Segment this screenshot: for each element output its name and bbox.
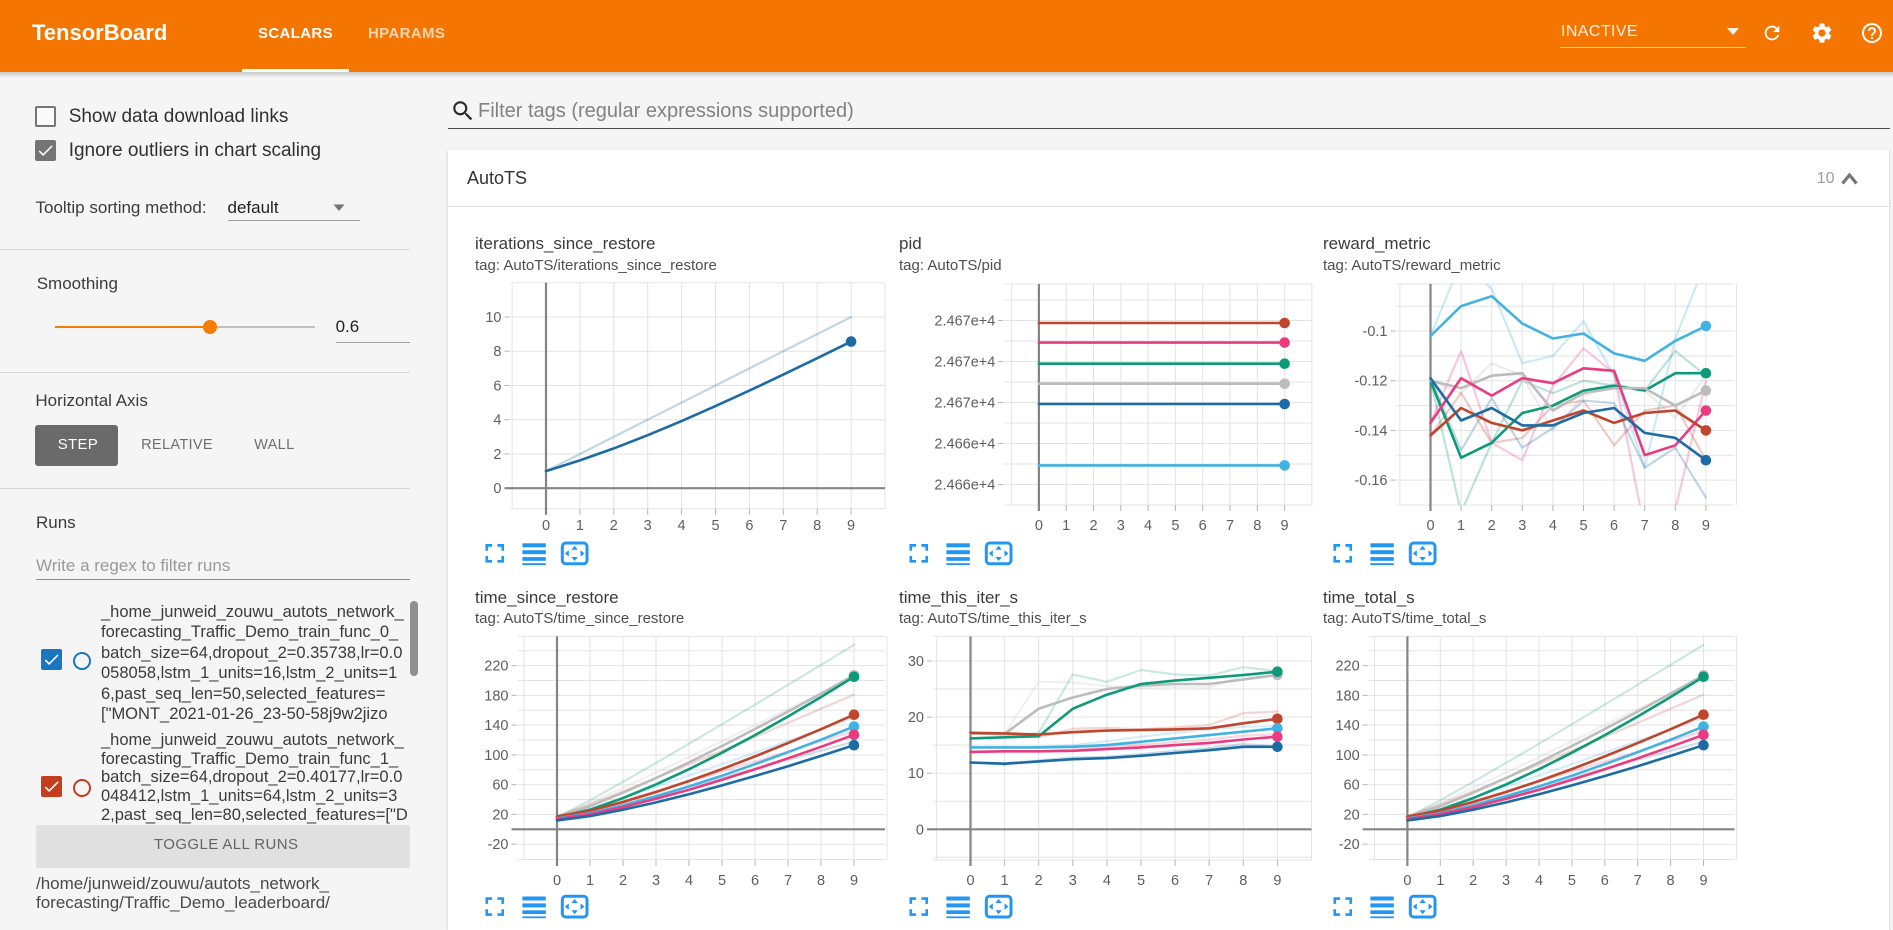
svg-text:1: 1 [1457,518,1465,534]
svg-text:3: 3 [643,518,651,534]
svg-text:8: 8 [1666,873,1674,889]
svg-text:6: 6 [750,873,758,889]
svg-text:0: 0 [915,822,923,838]
svg-text:-0.16: -0.16 [1354,473,1387,489]
svg-text:-0.14: -0.14 [1354,423,1387,439]
svg-text:-20: -20 [487,837,508,853]
svg-text:5: 5 [1171,518,1179,534]
svg-text:20: 20 [907,710,923,726]
svg-text:5: 5 [717,873,725,889]
svg-text:6: 6 [1198,518,1206,534]
svg-text:9: 9 [1273,873,1281,889]
svg-text:9: 9 [1280,518,1288,534]
svg-text:9: 9 [1701,518,1709,534]
svg-text:100: 100 [484,748,508,764]
svg-text:5: 5 [1136,873,1144,889]
svg-text:2: 2 [1089,518,1097,534]
svg-text:1: 1 [1436,873,1444,889]
svg-text:20: 20 [1343,807,1359,823]
svg-text:2.466e+4: 2.466e+4 [934,437,995,453]
svg-text:3: 3 [1518,518,1526,534]
svg-text:1: 1 [585,873,593,889]
svg-text:0: 0 [966,873,974,889]
svg-text:0: 0 [1034,518,1042,534]
svg-text:1: 1 [1062,518,1070,534]
svg-text:-0.1: -0.1 [1362,324,1387,340]
svg-text:9: 9 [847,518,855,534]
svg-text:0: 0 [541,518,549,534]
svg-text:7: 7 [783,873,791,889]
svg-text:7: 7 [1205,873,1213,889]
svg-text:5: 5 [711,518,719,534]
svg-text:1: 1 [1000,873,1008,889]
svg-text:220: 220 [1335,659,1359,675]
svg-text:8: 8 [493,344,501,360]
svg-text:9: 9 [849,873,857,889]
svg-text:0: 0 [1403,873,1411,889]
svg-text:1: 1 [575,518,583,534]
svg-text:6: 6 [493,379,501,395]
svg-text:2: 2 [618,873,626,889]
svg-text:10: 10 [907,766,923,782]
svg-text:4: 4 [493,413,501,429]
svg-text:6: 6 [745,518,753,534]
svg-text:3: 3 [651,873,659,889]
svg-text:8: 8 [816,873,824,889]
svg-text:8: 8 [1239,873,1247,889]
svg-text:2: 2 [609,518,617,534]
svg-text:4: 4 [677,518,685,534]
svg-text:6: 6 [1600,873,1608,889]
svg-text:4: 4 [1144,518,1152,534]
svg-text:2.467e+4: 2.467e+4 [934,355,995,371]
svg-text:10: 10 [485,310,501,326]
svg-text:-20: -20 [1338,837,1359,853]
svg-text:7: 7 [1225,518,1233,534]
svg-text:9: 9 [1699,873,1707,889]
svg-text:0: 0 [1426,518,1434,534]
svg-text:140: 140 [1335,718,1359,734]
svg-text:3: 3 [1502,873,1510,889]
svg-text:8: 8 [1253,518,1261,534]
svg-text:2: 2 [493,447,501,463]
svg-text:2: 2 [1469,873,1477,889]
svg-text:60: 60 [492,778,508,794]
svg-text:2.467e+4: 2.467e+4 [934,396,995,412]
svg-text:180: 180 [484,688,508,704]
svg-text:4: 4 [1548,518,1556,534]
svg-text:0: 0 [493,481,501,497]
svg-text:3: 3 [1068,873,1076,889]
svg-text:30: 30 [907,654,923,670]
svg-text:4: 4 [1102,873,1110,889]
svg-text:20: 20 [492,807,508,823]
svg-text:2.466e+4: 2.466e+4 [934,478,995,494]
svg-text:100: 100 [1335,748,1359,764]
svg-text:7: 7 [1633,873,1641,889]
svg-text:140: 140 [484,718,508,734]
svg-text:5: 5 [1579,518,1587,534]
svg-text:4: 4 [684,873,692,889]
svg-text:2.467e+4: 2.467e+4 [934,314,995,330]
svg-text:7: 7 [1640,518,1648,534]
svg-text:7: 7 [779,518,787,534]
svg-text:6: 6 [1610,518,1618,534]
svg-text:8: 8 [1671,518,1679,534]
svg-text:60: 60 [1343,778,1359,794]
svg-text:8: 8 [813,518,821,534]
svg-text:2: 2 [1034,873,1042,889]
svg-text:220: 220 [484,659,508,675]
svg-text:0: 0 [552,873,560,889]
svg-text:6: 6 [1171,873,1179,889]
svg-text:3: 3 [1116,518,1124,534]
svg-text:2: 2 [1487,518,1495,534]
svg-text:5: 5 [1567,873,1575,889]
svg-text:4: 4 [1534,873,1542,889]
svg-text:-0.12: -0.12 [1354,374,1387,390]
svg-text:180: 180 [1335,688,1359,704]
